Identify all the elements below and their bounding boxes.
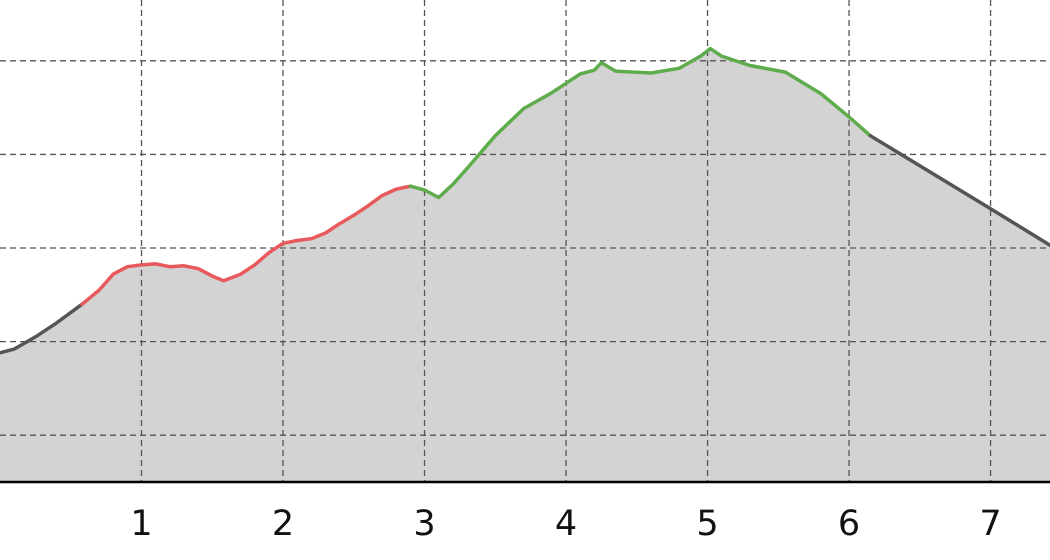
x-tick-label-6: 6 [838, 504, 860, 544]
profile-area-fill [0, 48, 1050, 482]
grid-layer [0, 0, 1050, 482]
x-tick-label-2: 2 [272, 504, 294, 544]
x-tick-label-3: 3 [413, 504, 435, 544]
line-layer [0, 46, 1050, 355]
x-tick-label-5: 5 [696, 504, 718, 544]
profile-segment-4 [868, 133, 1050, 247]
profile-segment-2 [80, 184, 413, 306]
area-layer [0, 48, 1050, 482]
label-layer: 1 2 3 4 5 6 7 [130, 504, 1001, 544]
x-tick-label-7: 7 [979, 504, 1001, 544]
profile-segment-1 [0, 302, 84, 355]
x-tick-label-4: 4 [555, 504, 577, 544]
x-tick-label-1: 1 [130, 504, 152, 544]
profile-segment-3 [408, 46, 873, 200]
